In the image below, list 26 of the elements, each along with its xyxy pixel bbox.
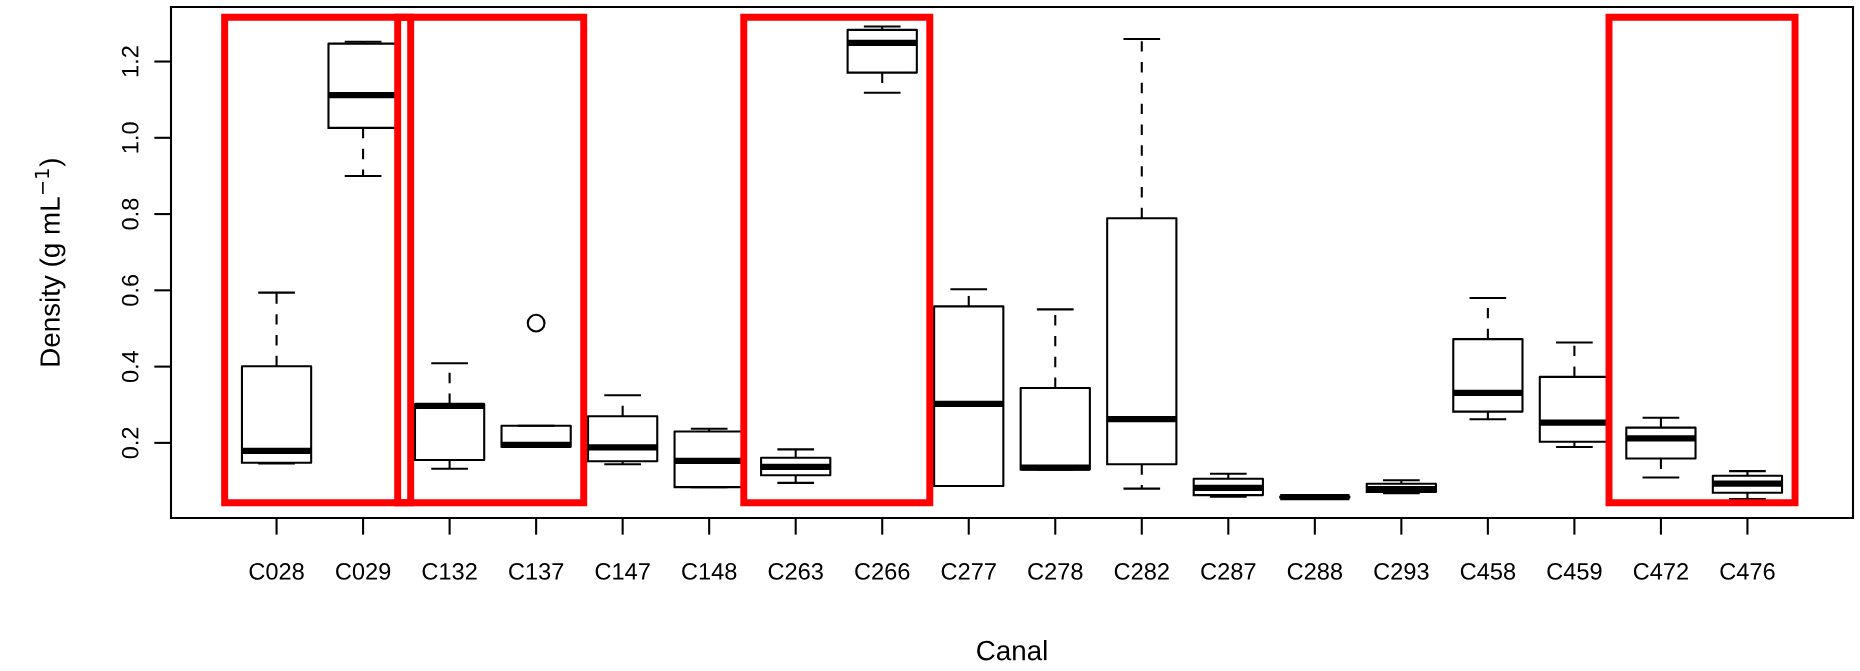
x-tick-label: C458 [1460, 563, 1516, 580]
x-tick-label: C282 [1114, 563, 1169, 580]
x-tick-label: C288 [1287, 563, 1343, 580]
y-tick-label: 0.4 [121, 350, 139, 383]
x-tick-label: C132 [422, 563, 477, 580]
y-tick-label: 0.8 [121, 198, 139, 230]
y-tick-label: 1.2 [121, 46, 139, 77]
x-tick-label: C277 [941, 563, 996, 580]
x-tick-label: C476 [1720, 563, 1775, 580]
x-tick-label: C148 [682, 563, 737, 580]
x-tick-label: C287 [1201, 563, 1256, 580]
x-tick-label: C028 [249, 563, 304, 580]
x-tick-label: C266 [855, 563, 910, 580]
x-tick-label: C029 [336, 563, 391, 580]
x-tick-label: C459 [1547, 563, 1602, 580]
y-axis-title: Density (g mL$^{−1}$) [34, 159, 66, 366]
x-tick-label: C137 [509, 563, 564, 580]
y-tick-label: 0.2 [121, 427, 139, 459]
x-tick-label: C293 [1374, 563, 1429, 580]
x-tick-label: C147 [595, 563, 650, 580]
y-tick-label: 1.0 [121, 122, 139, 153]
x-tick-label: C472 [1633, 563, 1688, 580]
x-tick-label: C278 [1028, 563, 1083, 580]
x-axis-title: Canal [977, 640, 1047, 661]
x-tick-label: C263 [768, 563, 823, 580]
y-tick-label: 0.6 [121, 274, 139, 306]
